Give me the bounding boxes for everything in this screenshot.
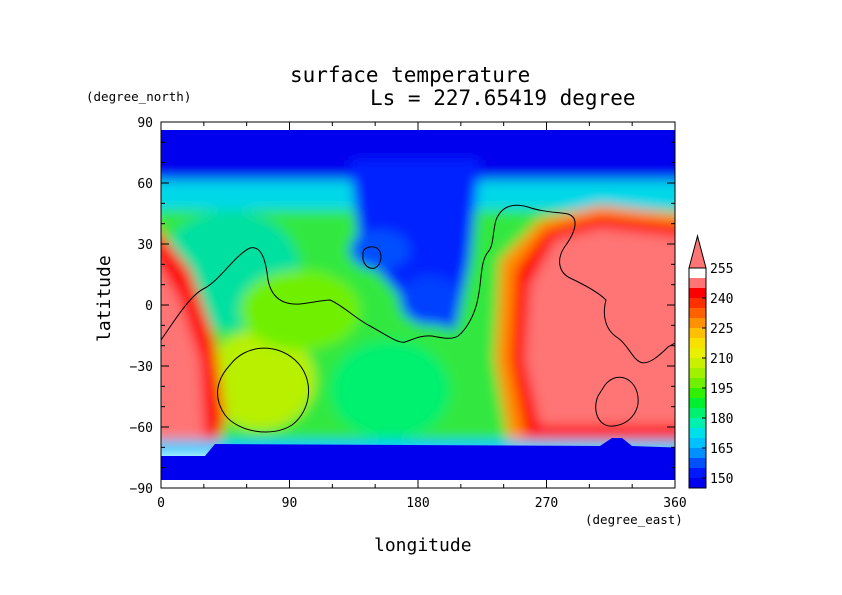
chart-title: surface temperature <box>290 63 531 87</box>
y-tick-label: −30 <box>130 360 153 375</box>
colorbar-tick-label: 225 <box>710 322 733 337</box>
y-axis-unit: (degree_north) <box>86 89 192 104</box>
colorbar-segment <box>689 478 706 488</box>
y-axis: 90 60 30 0 −30 −60 −90 <box>130 116 675 497</box>
topography-contours <box>161 204 675 433</box>
colorbar-segment <box>689 308 706 318</box>
colorbar-segment <box>689 318 706 328</box>
colorbar-segment <box>689 358 706 368</box>
y-tick-label: −60 <box>130 421 153 436</box>
x-tick-label: 360 <box>663 496 686 511</box>
colorbar-segment <box>689 468 706 478</box>
colorbar-segment <box>689 288 706 298</box>
chart-subtitle: Ls = 227.65419 degree <box>370 86 636 110</box>
colorbar-segment <box>689 388 706 398</box>
x-tick-label: 90 <box>282 496 298 511</box>
colorbar-tick-label: 150 <box>710 472 733 487</box>
colorbar-segment <box>689 278 706 288</box>
colorbar: 150 165 180 195 210 225 240 255 <box>688 234 733 489</box>
colorbar-segment <box>689 408 706 418</box>
colorbar-segment <box>689 438 706 448</box>
colorbar-segment <box>689 378 706 388</box>
x-axis-label: longitude <box>374 535 472 556</box>
y-tick-label: 60 <box>137 177 153 192</box>
colorbar-segment <box>689 428 706 438</box>
x-tick-label: 180 <box>406 496 429 511</box>
colorbar-segment <box>689 348 706 358</box>
y-tick-label: 30 <box>137 238 153 253</box>
colorbar-tick-label: 255 <box>710 262 733 277</box>
colorbar-segment <box>689 338 706 348</box>
y-tick-label: −90 <box>130 482 153 497</box>
x-axis-unit: (degree_east) <box>585 512 683 527</box>
colorbar-tick-label: 210 <box>710 352 733 367</box>
colorbar-segment <box>689 328 706 338</box>
colorbar-segment <box>689 298 706 308</box>
colorbar-extend-max <box>688 234 707 269</box>
colorbar-segment <box>689 398 706 408</box>
colorbar-tick-label: 195 <box>710 382 733 397</box>
colorbar-tick-label: 180 <box>710 412 733 427</box>
colorbar-segment <box>689 368 706 378</box>
colorbar-segment <box>689 448 706 458</box>
x-tick-label: 270 <box>535 496 558 511</box>
colorbar-frame <box>688 267 707 489</box>
y-tick-label: 90 <box>137 116 153 131</box>
colorbar-segment <box>689 458 706 468</box>
colorbar-segment <box>689 418 706 428</box>
colorbar-tick-label: 240 <box>710 292 733 307</box>
colorbar-tick-label: 165 <box>710 442 733 457</box>
x-axis: 0 90 180 270 360 <box>157 122 687 511</box>
temperature-field <box>161 122 675 488</box>
x-tick-label: 0 <box>157 496 165 511</box>
y-tick-label: 0 <box>145 299 153 314</box>
